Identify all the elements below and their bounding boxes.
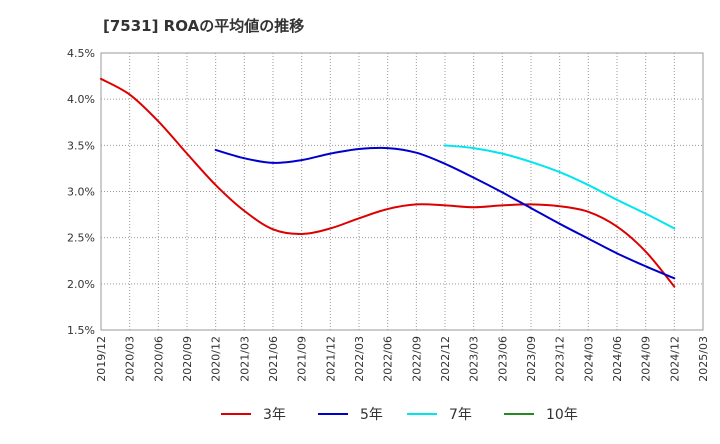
x-tick-label: 2024/09	[640, 336, 653, 382]
x-tick-label: 2019/12	[95, 336, 108, 382]
x-tick-label: 2020/09	[181, 336, 194, 382]
x-tick-label: 2021/03	[238, 336, 251, 382]
x-tick-label: 2023/06	[496, 336, 509, 382]
series-line-2	[214, 146, 676, 280]
x-tick-label: 2020/06	[152, 336, 165, 382]
legend-label-1: 3年	[263, 407, 286, 423]
series-line-1	[100, 77, 676, 288]
y-tick-label: 1.5%	[67, 324, 95, 337]
x-tick-label: 2021/06	[267, 336, 280, 382]
x-tick-label: 2022/12	[439, 336, 452, 382]
y-tick-label: 2.0%	[67, 278, 95, 291]
y-tick-label: 4.0%	[67, 93, 95, 106]
y-tick-label: 3.0%	[67, 186, 95, 199]
x-tick-label: 2021/09	[296, 336, 309, 382]
x-tick-label: 2024/12	[668, 336, 681, 382]
x-tick-label: 2022/09	[410, 336, 423, 382]
chart-title: [7531] ROAの平均値の推移	[103, 17, 305, 35]
x-tick-label: 2020/12	[210, 336, 223, 382]
x-tick-label: 2022/03	[353, 336, 366, 382]
series-line-3	[444, 144, 676, 230]
x-tick-label: 2022/06	[382, 336, 395, 382]
legend-label-2: 5年	[360, 407, 383, 423]
x-tick-label: 2023/12	[554, 336, 567, 382]
plot-area-frame	[100, 52, 704, 331]
x-tick-label: 2023/09	[525, 336, 538, 382]
legend-label-4: 10年	[546, 407, 578, 423]
x-tick-label: 2020/03	[124, 336, 137, 382]
x-tick-label: 2023/03	[468, 336, 481, 382]
y-tick-label: 3.5%	[67, 139, 95, 152]
y-tick-label: 2.5%	[67, 232, 95, 245]
y-tick-label: 4.5%	[67, 47, 95, 60]
x-tick-label: 2021/12	[324, 336, 337, 382]
legend-label-3: 7年	[449, 407, 472, 423]
x-tick-label: 2024/03	[582, 336, 595, 382]
x-tick-label: 2025/03	[697, 336, 710, 382]
x-tick-label: 2024/06	[611, 336, 624, 382]
